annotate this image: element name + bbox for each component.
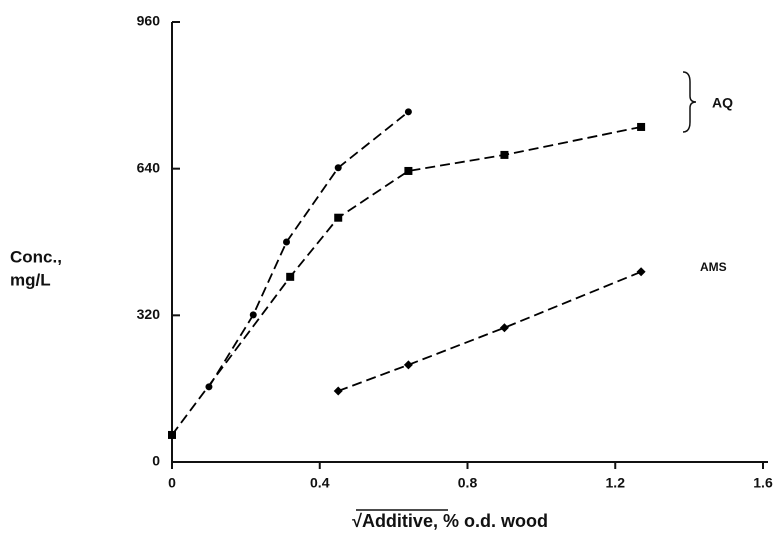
annotation: AMS [700,260,727,274]
point [334,164,342,172]
x-tick-label: 1.2 [606,475,626,491]
point [637,122,646,131]
point [500,150,509,159]
x-tick-label: 0 [168,475,176,491]
point [286,272,295,281]
y-tick-label: 0 [152,453,160,469]
point [333,386,343,396]
brace [682,71,697,133]
x-tick-label: 0.4 [310,475,330,491]
point [404,108,412,116]
series-line [208,111,409,388]
y-tick-label: 960 [137,13,161,29]
point [168,430,176,439]
point [499,323,509,333]
series-line [337,270,642,392]
point [636,267,646,277]
x-tick-label: 1.6 [753,475,773,491]
x-label: √Additive, % o.d. wood [352,511,548,531]
annotation: AQ [712,95,733,111]
point [249,311,257,319]
y-label: Conc., [10,247,62,266]
y-label: mg/L [10,270,51,289]
point [404,166,413,175]
point [403,360,413,370]
point [283,238,291,246]
y-tick-label: 640 [137,159,161,175]
x-tick-label: 0.8 [458,475,478,491]
y-tick-label: 320 [137,306,161,322]
point [334,213,343,222]
series-line [171,126,642,436]
